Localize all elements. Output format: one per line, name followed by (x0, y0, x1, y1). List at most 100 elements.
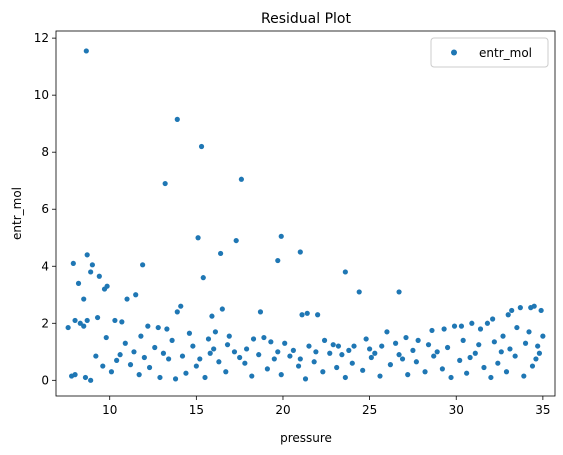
data-point (275, 349, 281, 355)
data-point (224, 342, 231, 348)
data-point (507, 346, 513, 352)
data-point (198, 143, 205, 150)
data-point (360, 367, 366, 373)
data-point (509, 307, 515, 314)
data-point (179, 353, 186, 359)
data-point (399, 356, 406, 362)
data-point (256, 352, 262, 358)
data-point (231, 349, 238, 355)
y-axis-label: entr_mol (10, 187, 24, 240)
data-point (476, 342, 482, 348)
data-point (444, 344, 451, 351)
data-point (315, 312, 321, 318)
data-point (439, 366, 445, 372)
data-point (100, 363, 106, 369)
data-point (117, 352, 123, 358)
data-point (264, 366, 270, 372)
data-point (190, 343, 196, 349)
data-point (133, 292, 139, 298)
data-point (540, 333, 546, 339)
data-point (127, 362, 134, 368)
data-point (425, 342, 432, 348)
x-axis: 10 15 20 25 30 35 (102, 396, 551, 417)
data-point (514, 324, 520, 331)
data-point (410, 347, 416, 353)
data-point (174, 309, 180, 315)
data-point (321, 337, 328, 343)
data-point (282, 340, 288, 346)
data-point (223, 369, 229, 375)
data-point (297, 249, 303, 255)
data-point (302, 376, 309, 382)
data-point (356, 289, 362, 295)
data-point (174, 116, 180, 122)
data-point (218, 250, 224, 257)
data-point (531, 303, 537, 309)
data-point (72, 317, 78, 324)
data-point (157, 374, 163, 381)
data-point (88, 269, 94, 275)
data-point (88, 377, 94, 383)
data-point (349, 360, 355, 366)
data-point (403, 334, 409, 341)
data-point (460, 337, 466, 343)
data-point (226, 333, 232, 339)
x-tick-label: 20 (275, 403, 290, 417)
data-point (122, 340, 128, 346)
legend-marker (451, 49, 457, 56)
data-point (415, 337, 421, 343)
legend-label: entr_mol (479, 46, 532, 60)
data-point (451, 323, 458, 329)
data-point (299, 312, 305, 318)
y-tick-label: 4 (41, 259, 49, 273)
data-point (363, 336, 369, 342)
data-point (200, 275, 206, 281)
data-point (503, 369, 510, 375)
x-tick-label: 10 (102, 403, 117, 417)
data-point (243, 346, 250, 352)
legend: entr_mol (430, 37, 549, 68)
data-point (112, 317, 118, 324)
y-tick-label: 6 (41, 202, 49, 216)
data-point (372, 350, 378, 356)
data-point (396, 352, 402, 358)
data-point (166, 356, 172, 362)
data-point (392, 340, 399, 346)
y-tick-label: 12 (34, 31, 49, 45)
data-point (306, 343, 312, 349)
data-point (186, 330, 193, 336)
data-point (278, 233, 284, 239)
data-point (162, 180, 168, 187)
x-tick-label: 30 (449, 403, 464, 417)
data-point (477, 326, 484, 332)
data-point (464, 370, 470, 376)
data-point (94, 314, 101, 321)
data-point (140, 262, 146, 268)
data-point (169, 337, 175, 343)
data-point (377, 373, 383, 379)
data-point (304, 310, 310, 316)
data-point (379, 343, 385, 349)
chart-title: Residual Plot (261, 11, 351, 27)
data-point (233, 237, 239, 244)
data-point (536, 350, 543, 356)
y-tick-label: 2 (41, 316, 49, 330)
data-point (104, 283, 110, 289)
data-point (313, 349, 319, 355)
data-point (342, 269, 348, 275)
data-point (131, 349, 137, 355)
data-point (242, 360, 248, 366)
data-point (84, 317, 90, 324)
data-point (237, 354, 243, 361)
data-point (183, 370, 189, 376)
data-point (141, 354, 147, 361)
data-point (138, 333, 144, 339)
data-point (522, 340, 529, 346)
data-point (458, 323, 465, 329)
data-point (146, 364, 153, 371)
data-point (202, 374, 208, 381)
data-point (521, 373, 527, 379)
data-point (512, 353, 518, 359)
data-point (396, 289, 402, 295)
